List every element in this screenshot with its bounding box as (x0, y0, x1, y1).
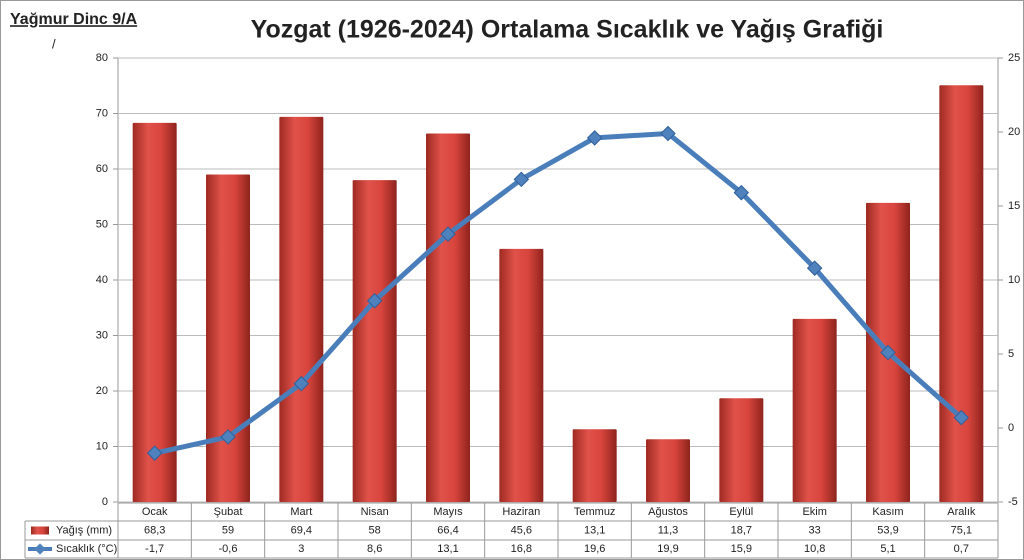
table-value: 8,6 (367, 543, 382, 555)
x-tick-label: Nisan (361, 506, 389, 518)
y-tick-label: 80 (96, 52, 108, 64)
y-tick-label: 0 (102, 496, 108, 508)
bar (719, 398, 764, 502)
legend-swatch (34, 543, 46, 555)
marker (513, 171, 530, 188)
x-tick-label: Şubat (214, 506, 243, 518)
bar (499, 248, 544, 502)
y2-tick-label: 20 (1008, 126, 1020, 138)
legend-swatch (31, 526, 49, 535)
bar (572, 429, 617, 502)
chart-title: Yozgat (1926-2024) Ortalama Sıcaklık ve … (251, 16, 884, 44)
y-tick-label: 70 (96, 107, 108, 119)
bar (132, 122, 177, 502)
x-tick-label: Ocak (142, 506, 168, 518)
y2-tick-label: 10 (1008, 274, 1020, 286)
y2-tick-label: -5 (1008, 496, 1018, 508)
y-tick-label: 20 (96, 385, 108, 397)
marker (220, 429, 236, 445)
marker (953, 409, 970, 426)
marker (293, 375, 310, 392)
table-value: 19,6 (584, 543, 605, 555)
y2-tick-label: 15 (1008, 200, 1020, 212)
table-value: -0,6 (219, 543, 238, 555)
x-tick-label: Ağustos (648, 506, 688, 518)
table-value: 69,4 (291, 524, 312, 536)
table-value: 58 (369, 524, 381, 536)
legend-label: Sıcaklık (°C) (56, 543, 117, 555)
marker (146, 445, 163, 461)
table-value: 11,3 (658, 524, 679, 536)
table-value: 10,8 (804, 543, 825, 555)
table-value: 18,7 (731, 524, 752, 536)
marker (586, 130, 603, 146)
bar (206, 174, 250, 503)
bar (792, 318, 837, 502)
table-value: 45,6 (511, 524, 532, 536)
author: Yağmur Dinc 9/A (10, 11, 138, 28)
x-tick-label: Ekim (802, 506, 826, 518)
table-value: 15,9 (731, 543, 752, 555)
marker (366, 292, 383, 309)
table-value: 66,4 (437, 524, 458, 536)
note: / (52, 36, 56, 51)
y-tick-label: 10 (96, 440, 108, 452)
y-tick-label: 40 (96, 274, 108, 286)
table-value: 3 (298, 543, 304, 555)
table-value: 19,9 (657, 543, 678, 555)
marker (660, 125, 676, 142)
table-value: 13,1 (437, 543, 458, 555)
table-value: 33 (809, 524, 821, 536)
x-tick-label: Haziran (502, 506, 540, 518)
x-tick-label: Kasım (872, 506, 903, 518)
y-tick-label: 50 (96, 218, 108, 230)
table-value: 13,1 (584, 524, 605, 536)
x-tick-label: Aralık (947, 506, 976, 518)
x-tick-label: Mart (290, 506, 312, 518)
legend-label: Yağış (mm) (56, 524, 112, 536)
bar (279, 116, 324, 502)
table-value: 59 (222, 524, 234, 536)
y2-tick-label: 25 (1008, 52, 1020, 64)
line (154, 130, 963, 456)
y2-tick-label: 0 (1008, 422, 1014, 434)
x-tick-label: Mayıs (433, 506, 463, 518)
table-value: -1,7 (145, 543, 164, 555)
x-tick-label: Eylül (729, 506, 753, 518)
table-value: 53,9 (877, 524, 898, 536)
marker (733, 184, 750, 201)
marker (440, 226, 456, 242)
table-value: 16,8 (511, 543, 532, 555)
bar (646, 439, 690, 502)
table-value: 0,7 (954, 543, 969, 555)
table-value: 5,1 (880, 543, 895, 555)
marker (806, 260, 823, 276)
marker (880, 344, 896, 361)
bar (939, 85, 984, 502)
table-value: 75,1 (951, 524, 972, 536)
y2-tick-label: 5 (1008, 348, 1014, 360)
y-tick-label: 30 (96, 329, 108, 341)
bar (426, 133, 470, 503)
y-tick-label: 60 (96, 163, 108, 175)
bar (352, 180, 397, 502)
x-tick-label: Temmuz (574, 506, 616, 518)
table-value: 68,3 (144, 524, 165, 536)
